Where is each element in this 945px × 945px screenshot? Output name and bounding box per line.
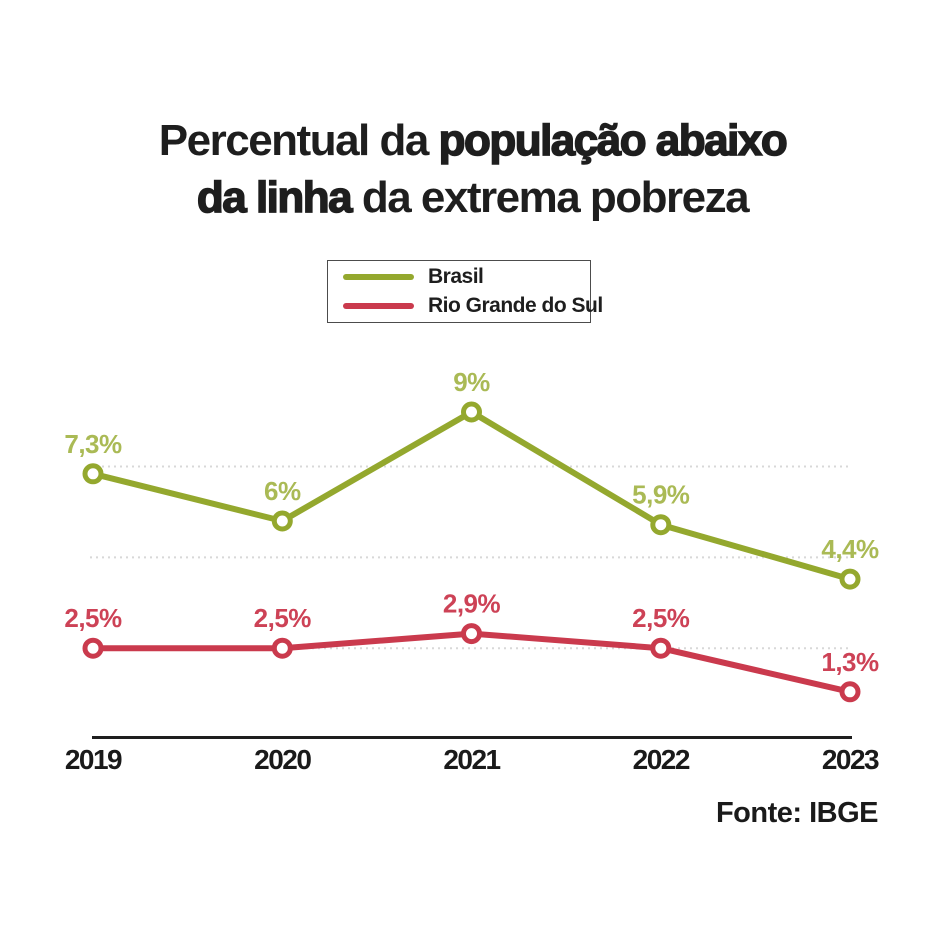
legend-item-brasil: Brasil — [343, 265, 590, 289]
data-point-rio-grande-do-sul-2019 — [82, 637, 104, 659]
data-point-brasil-2019 — [82, 463, 104, 485]
x-tick-label-2019: 2019 — [65, 744, 122, 775]
data-point-brasil-2020 — [271, 510, 293, 532]
data-label-rio-grande-do-sul-2020: 2,5% — [254, 603, 312, 633]
data-label-rio-grande-do-sul-2023: 1,3% — [821, 647, 879, 677]
x-tick-label-2020: 2020 — [254, 744, 311, 775]
data-label-brasil-2020: 6% — [264, 476, 301, 506]
legend: Brasil Rio Grande do Sul — [327, 260, 603, 323]
data-point-brasil-2022 — [650, 514, 672, 536]
data-label-brasil-2021: 9% — [453, 367, 490, 397]
chart-title: Percentual da população abaixo da linha … — [0, 112, 945, 226]
data-label-rio-grande-do-sul-2019: 2,5% — [64, 603, 122, 633]
data-point-rio-grande-do-sul-2023 — [839, 681, 861, 703]
data-label-rio-grande-do-sul-2022: 2,5% — [632, 603, 690, 633]
brasil-line-swatch — [343, 274, 414, 280]
title-line2-bold: da linha — [196, 172, 353, 223]
legend-label-rio-grande-do-sul: Rio Grande do Sul — [428, 294, 603, 317]
data-point-rio-grande-do-sul-2022 — [650, 637, 672, 659]
data-label-brasil-2023: 4,4% — [821, 534, 879, 564]
data-label-rio-grande-do-sul-2021: 2,9% — [443, 589, 501, 619]
series-line-brasil — [90, 409, 853, 583]
title-line2-regular: da extrema pobreza — [351, 173, 750, 222]
rio-grande-do-sul-line-swatch — [343, 303, 414, 309]
data-label-brasil-2022: 5,9% — [632, 480, 690, 510]
legend-label-brasil: Brasil — [428, 265, 484, 288]
x-tick-label-2023: 2023 — [822, 744, 879, 775]
data-point-rio-grande-do-sul-2021 — [461, 623, 482, 645]
data-point-rio-grande-do-sul-2020 — [271, 637, 293, 659]
title-line-2: da linha da extrema pobreza — [0, 169, 945, 226]
data-label-brasil-2019: 7,3% — [64, 429, 122, 459]
x-tick-label-2021: 2021 — [443, 744, 500, 775]
data-point-brasil-2021 — [461, 401, 482, 423]
source-credit: Fonte: IBGE — [715, 797, 879, 829]
x-tick-label-2022: 2022 — [633, 744, 690, 775]
data-point-brasil-2023 — [839, 568, 861, 590]
title-line1-regular: Percentual da — [158, 116, 439, 165]
legend-item-rio-grande-do-sul: Rio Grande do Sul — [343, 294, 603, 318]
title-line1-bold: população abaixo — [438, 115, 789, 166]
title-line-1: Percentual da população abaixo — [0, 112, 945, 169]
